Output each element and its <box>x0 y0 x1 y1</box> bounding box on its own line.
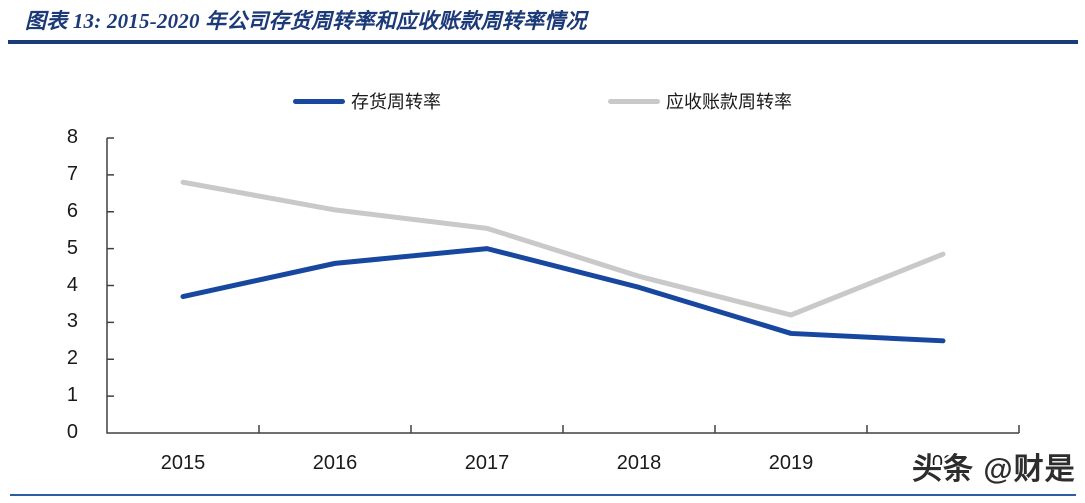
legend-swatch-inventory <box>293 98 345 104</box>
x-tick-label: 2018 <box>616 452 662 474</box>
legend-label-inventory: 存货周转率 <box>351 92 441 112</box>
y-tick-label: 0 <box>66 421 78 443</box>
x-tick-label: 2015 <box>160 452 206 474</box>
y-tick-label: 6 <box>66 199 78 222</box>
x-tick-label: 2020 <box>920 452 966 474</box>
y-tick-label: 7 <box>66 162 78 185</box>
y-tick-label: 1 <box>66 384 78 407</box>
legend-item-inventory-turnover: 存货周转率 <box>293 90 441 112</box>
y-tick-label: 2 <box>66 347 78 370</box>
legend-item-receivable-turnover: 应收账款周转率 <box>608 90 792 112</box>
legend-swatch-receivable <box>608 98 660 104</box>
legend-label-receivable: 应收账款周转率 <box>666 92 792 112</box>
x-tick-label: 2016 <box>312 452 358 474</box>
y-tick-label: 4 <box>66 273 78 296</box>
x-tick-label: 2019 <box>768 452 814 474</box>
watermark: 头条 @财是 <box>912 453 1076 486</box>
bottom-divider <box>10 494 1076 496</box>
y-tick-label: 8 <box>66 126 78 148</box>
y-tick-label: 3 <box>66 310 78 333</box>
title-divider <box>8 40 1078 44</box>
x-tick-label: 2017 <box>464 452 510 474</box>
y-tick-label: 5 <box>66 236 78 259</box>
figure-caption: 图表 13: 2015-2020 年公司存货周转率和应收账款周转率情况 <box>25 9 587 33</box>
